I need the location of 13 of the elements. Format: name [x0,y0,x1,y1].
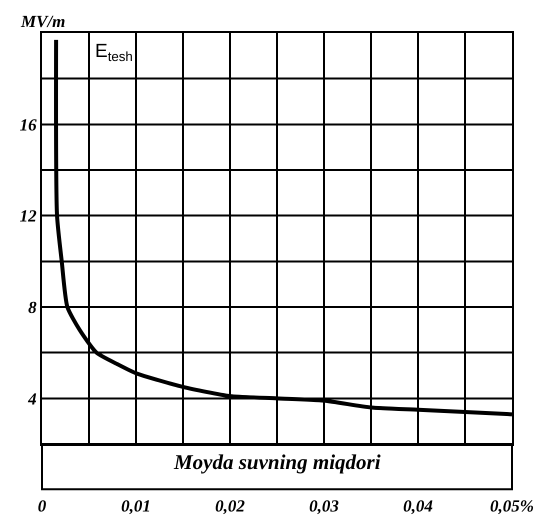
y-tick-label: 16 [20,115,38,134]
x-tick-label: 0,01 [121,496,151,516]
y-axis-title: MV/m [20,12,66,31]
x-tick-label: 0,04 [403,496,433,516]
y-tick-label: 8 [28,298,38,317]
x-tick-label: 0,05% [490,496,534,516]
y-tick-label: 12 [20,206,38,226]
x-tick-label: 0,03 [309,496,340,516]
x-axis-title: Moyda suvning miqdori [173,450,381,474]
annotation: E$_{tesh}$ [95,41,133,64]
x-tick-label: 0,02 [215,496,246,516]
y-tick-label: 4 [27,389,37,408]
x-tick-label: 0 [38,496,47,516]
